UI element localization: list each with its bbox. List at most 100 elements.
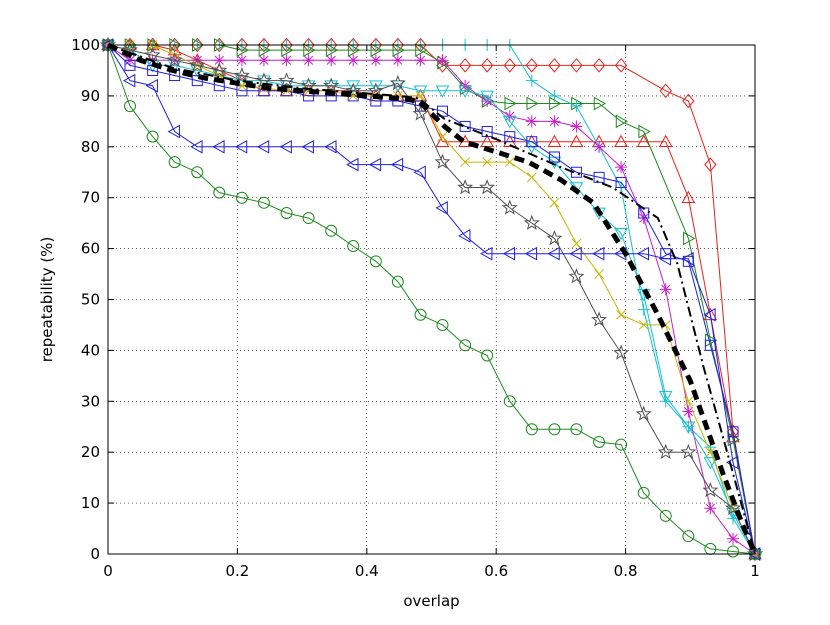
x-tick-label: 0 [103, 562, 113, 580]
triangle-down-marker [458, 85, 472, 98]
diamond-marker [458, 58, 472, 73]
circle-marker [525, 423, 538, 436]
triangle-down-marker [346, 80, 361, 93]
series-line-cross-yellow [108, 44, 756, 555]
grid [108, 45, 755, 554]
triangle-down-marker [502, 116, 517, 129]
triangle-up-marker [547, 134, 562, 148]
triangle-right-marker [638, 124, 651, 139]
y-tick-label: 20 [81, 443, 100, 461]
diamond-marker [436, 58, 449, 73]
circle-marker [593, 436, 606, 449]
triangle-down-marker [480, 90, 494, 103]
asterisk-marker [369, 54, 382, 67]
asterisk-marker [436, 54, 449, 67]
asterisk-marker [548, 115, 561, 128]
y-tick-label: 80 [81, 138, 100, 156]
triangle-right-marker [370, 43, 383, 57]
asterisk-marker [704, 502, 717, 515]
triangle-left-marker [636, 246, 650, 261]
circle-marker [682, 530, 695, 543]
star-marker [233, 67, 250, 83]
triangle-down-marker [614, 228, 628, 241]
y-tick-label: 30 [81, 392, 100, 410]
diamond-marker [302, 37, 315, 53]
asterisk-marker [302, 54, 315, 67]
cross-marker [526, 172, 537, 183]
triangle-right-marker [526, 96, 539, 111]
series-line-circle-green [107, 44, 756, 555]
square-marker [191, 75, 203, 87]
cross-marker [705, 447, 716, 458]
triangle-up-marker [681, 190, 696, 203]
triangle-left-marker [324, 139, 337, 154]
star-marker [144, 46, 161, 62]
triangle-left-marker [413, 165, 426, 180]
asterisk-marker [659, 283, 672, 296]
star-marker [189, 56, 206, 73]
plus-marker [548, 89, 561, 102]
asterisk-marker [525, 115, 538, 128]
diamond-marker [369, 37, 383, 53]
star-marker [702, 481, 719, 498]
x-axis-title: overlap [403, 592, 459, 610]
diamond-marker [592, 58, 606, 73]
circle-marker [503, 395, 516, 408]
star-marker [680, 443, 697, 459]
star-marker [523, 214, 540, 230]
triangle-down-marker [703, 457, 718, 470]
asterisk-marker [593, 140, 606, 153]
diamond-marker [235, 37, 249, 53]
star-marker [367, 82, 384, 98]
series-line-triangle-up-red [108, 44, 756, 555]
circle-marker [213, 186, 226, 199]
triangle-left-marker [480, 246, 493, 261]
asterisk-marker [391, 54, 404, 67]
triangle-left-marker [346, 157, 359, 172]
circle-marker [257, 196, 270, 209]
triangle-left-marker [747, 547, 761, 561]
x-tick-label: 0.4 [355, 562, 379, 580]
circle-marker [123, 100, 136, 113]
circle-marker [727, 545, 740, 558]
circle-marker [459, 339, 472, 352]
y-axis-title: repeatability (%) [38, 237, 56, 363]
triangle-left-marker [524, 246, 538, 261]
diamond-marker [191, 37, 204, 53]
series-line-star-magenta [107, 44, 756, 555]
triangle-right-marker [303, 43, 316, 57]
asterisk-marker [257, 54, 270, 67]
triangle-right-marker [325, 43, 339, 57]
star-marker [166, 51, 183, 68]
triangle-left-marker [212, 139, 225, 154]
series-line-triangle-left-blue [107, 44, 756, 555]
star-marker [457, 179, 474, 195]
circle-marker [191, 166, 204, 179]
star-marker [613, 344, 630, 360]
cross-marker [460, 157, 470, 167]
x-tick-label: 0.2 [225, 562, 249, 580]
triangle-left-marker [122, 73, 136, 88]
triangle-up-marker [636, 134, 651, 148]
star-marker [568, 268, 585, 284]
series-mean-dashdot [107, 44, 756, 555]
star-marker [479, 179, 496, 195]
triangle-left-marker [234, 139, 248, 154]
triangle-left-marker [703, 307, 716, 322]
diamond-marker [570, 58, 583, 73]
triangle-right-marker [683, 231, 696, 246]
star-marker [211, 62, 228, 78]
circle-marker [659, 509, 672, 522]
square-marker [548, 151, 560, 163]
series-layer [100, 36, 763, 562]
asterisk-marker [325, 54, 338, 67]
asterisk-marker [615, 161, 628, 174]
asterisk-marker [414, 54, 427, 67]
series-line-triangle-down-cyan [107, 44, 756, 555]
star-marker [345, 82, 362, 98]
triangle-left-marker [435, 201, 448, 215]
star-marker [725, 499, 741, 515]
plus-marker [637, 303, 650, 316]
